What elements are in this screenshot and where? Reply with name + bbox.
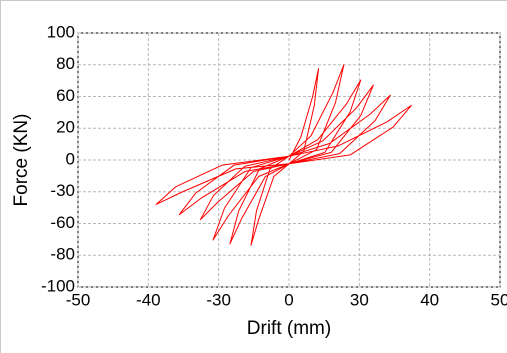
x-tick-label: 40 [420,290,439,309]
y-tick-label: 0 [66,149,75,168]
y-tick-label: 100 [47,22,75,41]
x-tick-label: -40 [136,290,161,309]
x-tick-label: -30 [206,290,231,309]
y-tick-label: 60 [56,86,75,105]
y-tick-label: -80 [50,245,75,264]
y-tick-label: -30 [50,181,75,200]
y-tick-label: -60 [50,213,75,232]
y-axis-label: Force (KN) [11,114,32,207]
x-tick-label: 30 [350,290,369,309]
x-tick-label: -50 [66,290,91,309]
y-tick-label: 20 [56,118,75,137]
x-tick-label: 50 [491,290,507,309]
x-tick-label: 0 [284,290,293,309]
y-tick-label: 80 [56,54,75,73]
data-line [155,64,412,246]
x-axis-label: Drift (mm) [247,318,331,339]
y-tick-label: -100 [41,276,75,295]
